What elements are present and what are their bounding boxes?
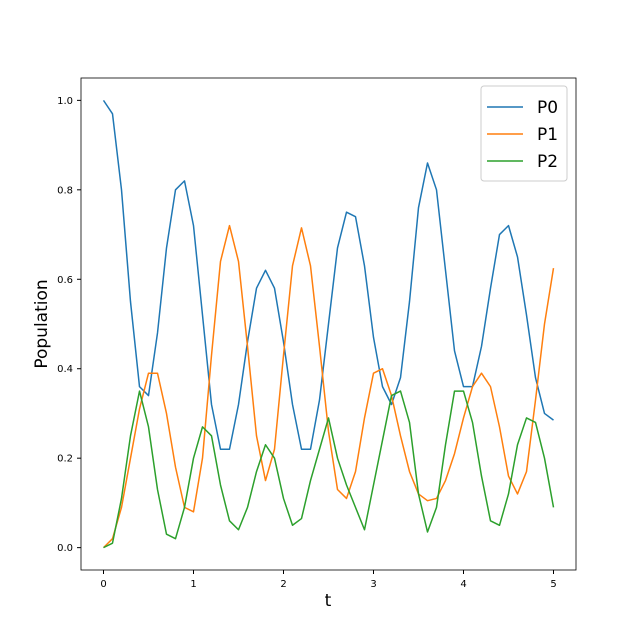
line-series: [103, 390, 555, 549]
legend-box: [480, 85, 568, 182]
x-axis-label: t: [325, 591, 332, 611]
x-tick-label: 2: [280, 579, 286, 590]
y-tick-label: 0.8: [57, 185, 73, 196]
line-series: [102, 99, 554, 450]
legend-label: P0: [537, 98, 558, 118]
legend-label: P2: [537, 152, 558, 172]
y-tick-label: 0.0: [57, 543, 73, 554]
y-tick-label: 0.2: [57, 454, 73, 465]
x-tick-label: 1: [190, 579, 196, 590]
legend-label: P1: [537, 125, 558, 145]
x-tick-label: 0: [100, 579, 106, 590]
x-tick-label: 3: [370, 579, 376, 590]
plot-frame: [80, 77, 577, 571]
y-axis-label: Population: [32, 279, 52, 368]
y-tick-label: 0.6: [57, 275, 73, 286]
y-tick-label: 0.4: [57, 364, 73, 375]
line-series: [102, 224, 555, 549]
x-tick-label: 5: [550, 579, 556, 590]
x-tick-label: 4: [460, 579, 466, 590]
y-tick-label: 1.0: [57, 96, 73, 107]
